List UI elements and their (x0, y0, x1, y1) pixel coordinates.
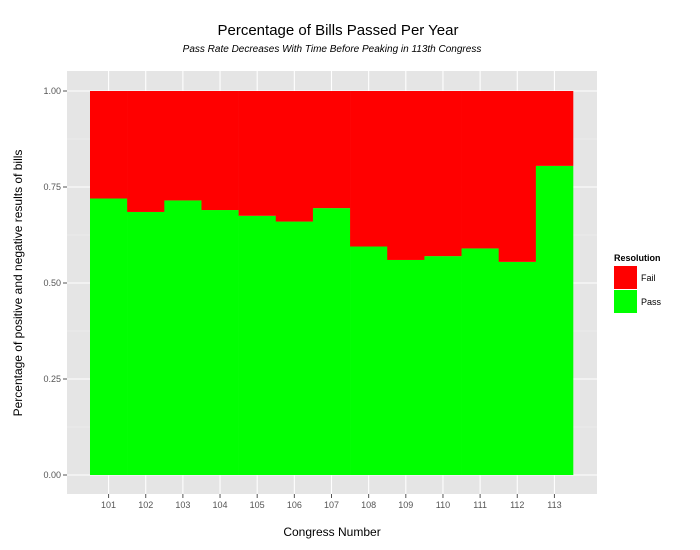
bar-pass-103 (164, 200, 202, 475)
x-tick-label: 113 (547, 500, 561, 510)
bar-pass-107 (312, 208, 351, 475)
bar-pass-112 (498, 261, 537, 475)
y-axis-title: Percentage of positive and negative resu… (11, 150, 25, 417)
x-tick-label: 108 (361, 500, 376, 510)
bar-fail-107 (312, 91, 351, 209)
bar-pass-109 (387, 259, 425, 475)
legend-label-pass: Pass (641, 297, 662, 307)
legend-label-fail: Fail (641, 273, 656, 283)
chart-subtitle: Pass Rate Decreases With Time Before Pea… (183, 44, 482, 55)
x-tick-label: 111 (473, 500, 487, 510)
bars (90, 91, 574, 476)
bar-pass-104 (201, 210, 239, 476)
x-tick-label: 110 (436, 500, 450, 510)
legend-swatch-pass (614, 290, 637, 313)
x-tick-label: 112 (510, 500, 524, 510)
bar-pass-105 (238, 215, 277, 476)
chart-title: Percentage of Bills Passed Per Year (218, 22, 459, 39)
bar-pass-113 (535, 165, 574, 475)
x-tick-label: 102 (138, 500, 153, 510)
bar-fail-103 (164, 91, 202, 201)
y-tick-label: 0.00 (43, 470, 61, 480)
y-axis-ticks: 0.00 0.25 0.50 0.75 1.00 (43, 86, 67, 480)
bar-pass-102 (127, 211, 165, 475)
legend-swatch-fail (614, 266, 637, 289)
bar-pass-111 (461, 248, 499, 475)
bar-fail-112 (498, 91, 537, 262)
bar-fail-113 (535, 91, 574, 166)
bar-pass-101 (90, 198, 128, 475)
bar-fail-110 (424, 91, 462, 257)
bar-pass-108 (350, 246, 388, 475)
bar-fail-104 (201, 91, 239, 211)
bar-pass-106 (275, 221, 314, 475)
y-tick-label: 0.50 (43, 278, 61, 288)
x-tick-label: 105 (250, 500, 265, 510)
x-tick-label: 109 (398, 500, 413, 510)
x-axis-title: Congress Number (283, 525, 380, 539)
x-axis-ticks: 101 102 103 104 105 106 107 108 109 110 111 112 113 (101, 494, 562, 510)
x-tick-label: 107 (324, 500, 339, 510)
x-tick-label: 101 (101, 500, 116, 510)
bar-fail-108 (350, 91, 388, 247)
x-tick-label: 104 (213, 500, 228, 510)
bar-fail-105 (238, 91, 277, 216)
y-tick-label: 0.75 (43, 182, 61, 192)
bar-pass-110 (424, 256, 462, 475)
bar-fail-101 (90, 91, 128, 199)
bar-fail-102 (127, 91, 165, 212)
y-tick-label: 0.25 (43, 374, 61, 384)
x-tick-label: 106 (287, 500, 302, 510)
x-tick-label: 103 (175, 500, 190, 510)
bar-fail-111 (461, 91, 499, 249)
y-tick-label: 1.00 (43, 86, 61, 96)
legend: Resolution Fail Pass (614, 253, 662, 313)
legend-title: Resolution (614, 253, 661, 263)
bar-fail-106 (275, 91, 314, 222)
bar-fail-109 (387, 91, 425, 260)
